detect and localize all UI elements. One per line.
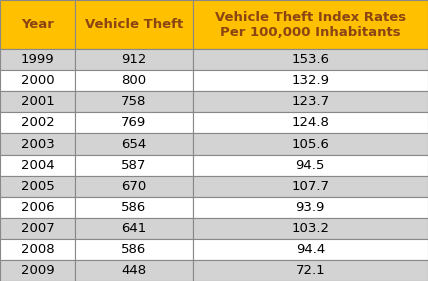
Text: 2002: 2002 [21,116,54,130]
Bar [0,49,75,70]
Bar [193,218,428,239]
Text: Vehicle Theft: Vehicle Theft [85,18,183,31]
Bar [75,218,193,239]
Bar [193,133,428,155]
Text: 2008: 2008 [21,243,54,256]
Text: 132.9: 132.9 [291,74,329,87]
Text: 586: 586 [121,201,146,214]
Text: 587: 587 [121,158,146,172]
Text: 2004: 2004 [21,158,54,172]
Text: 123.7: 123.7 [291,95,330,108]
Bar [193,260,428,281]
Bar [75,239,193,260]
Text: 1999: 1999 [21,53,54,66]
Bar [0,176,75,197]
Bar [0,239,75,260]
Bar [193,112,428,133]
Text: 94.5: 94.5 [296,158,325,172]
Text: 2000: 2000 [21,74,54,87]
Text: 448: 448 [121,264,146,277]
Bar [0,112,75,133]
Text: 654: 654 [121,137,146,151]
Bar [0,133,75,155]
Bar [193,91,428,112]
Text: 800: 800 [121,74,146,87]
Text: 72.1: 72.1 [295,264,325,277]
Text: 641: 641 [121,222,146,235]
Bar [75,260,193,281]
Text: Vehicle Theft Index Rates
Per 100,000 Inhabitants: Vehicle Theft Index Rates Per 100,000 In… [215,11,406,38]
Bar [0,70,75,91]
Bar [193,0,428,49]
Bar [193,155,428,176]
Text: 94.4: 94.4 [296,243,325,256]
Bar [75,0,193,49]
Bar [75,91,193,112]
Text: 107.7: 107.7 [291,180,329,193]
Bar [75,176,193,197]
Bar [75,49,193,70]
Bar [75,112,193,133]
Text: 2006: 2006 [21,201,54,214]
Text: 2005: 2005 [21,180,54,193]
Bar [75,197,193,218]
Text: Year: Year [21,18,54,31]
Text: 103.2: 103.2 [291,222,329,235]
Bar [193,197,428,218]
Text: 912: 912 [121,53,146,66]
Bar [0,218,75,239]
Text: 670: 670 [121,180,146,193]
Text: 93.9: 93.9 [296,201,325,214]
Text: 2009: 2009 [21,264,54,277]
Bar [75,70,193,91]
Bar [193,49,428,70]
Text: 2001: 2001 [21,95,54,108]
Text: 2003: 2003 [21,137,54,151]
Text: 769: 769 [121,116,146,130]
Bar [193,70,428,91]
Bar [0,0,75,49]
Text: 2007: 2007 [21,222,54,235]
Bar [0,91,75,112]
Bar [75,155,193,176]
Text: 758: 758 [121,95,146,108]
Bar [75,133,193,155]
Bar [193,176,428,197]
Text: 124.8: 124.8 [291,116,329,130]
Text: 153.6: 153.6 [291,53,329,66]
Text: 105.6: 105.6 [291,137,329,151]
Bar [193,239,428,260]
Bar [0,155,75,176]
Bar [0,260,75,281]
Text: 586: 586 [121,243,146,256]
Bar [0,197,75,218]
